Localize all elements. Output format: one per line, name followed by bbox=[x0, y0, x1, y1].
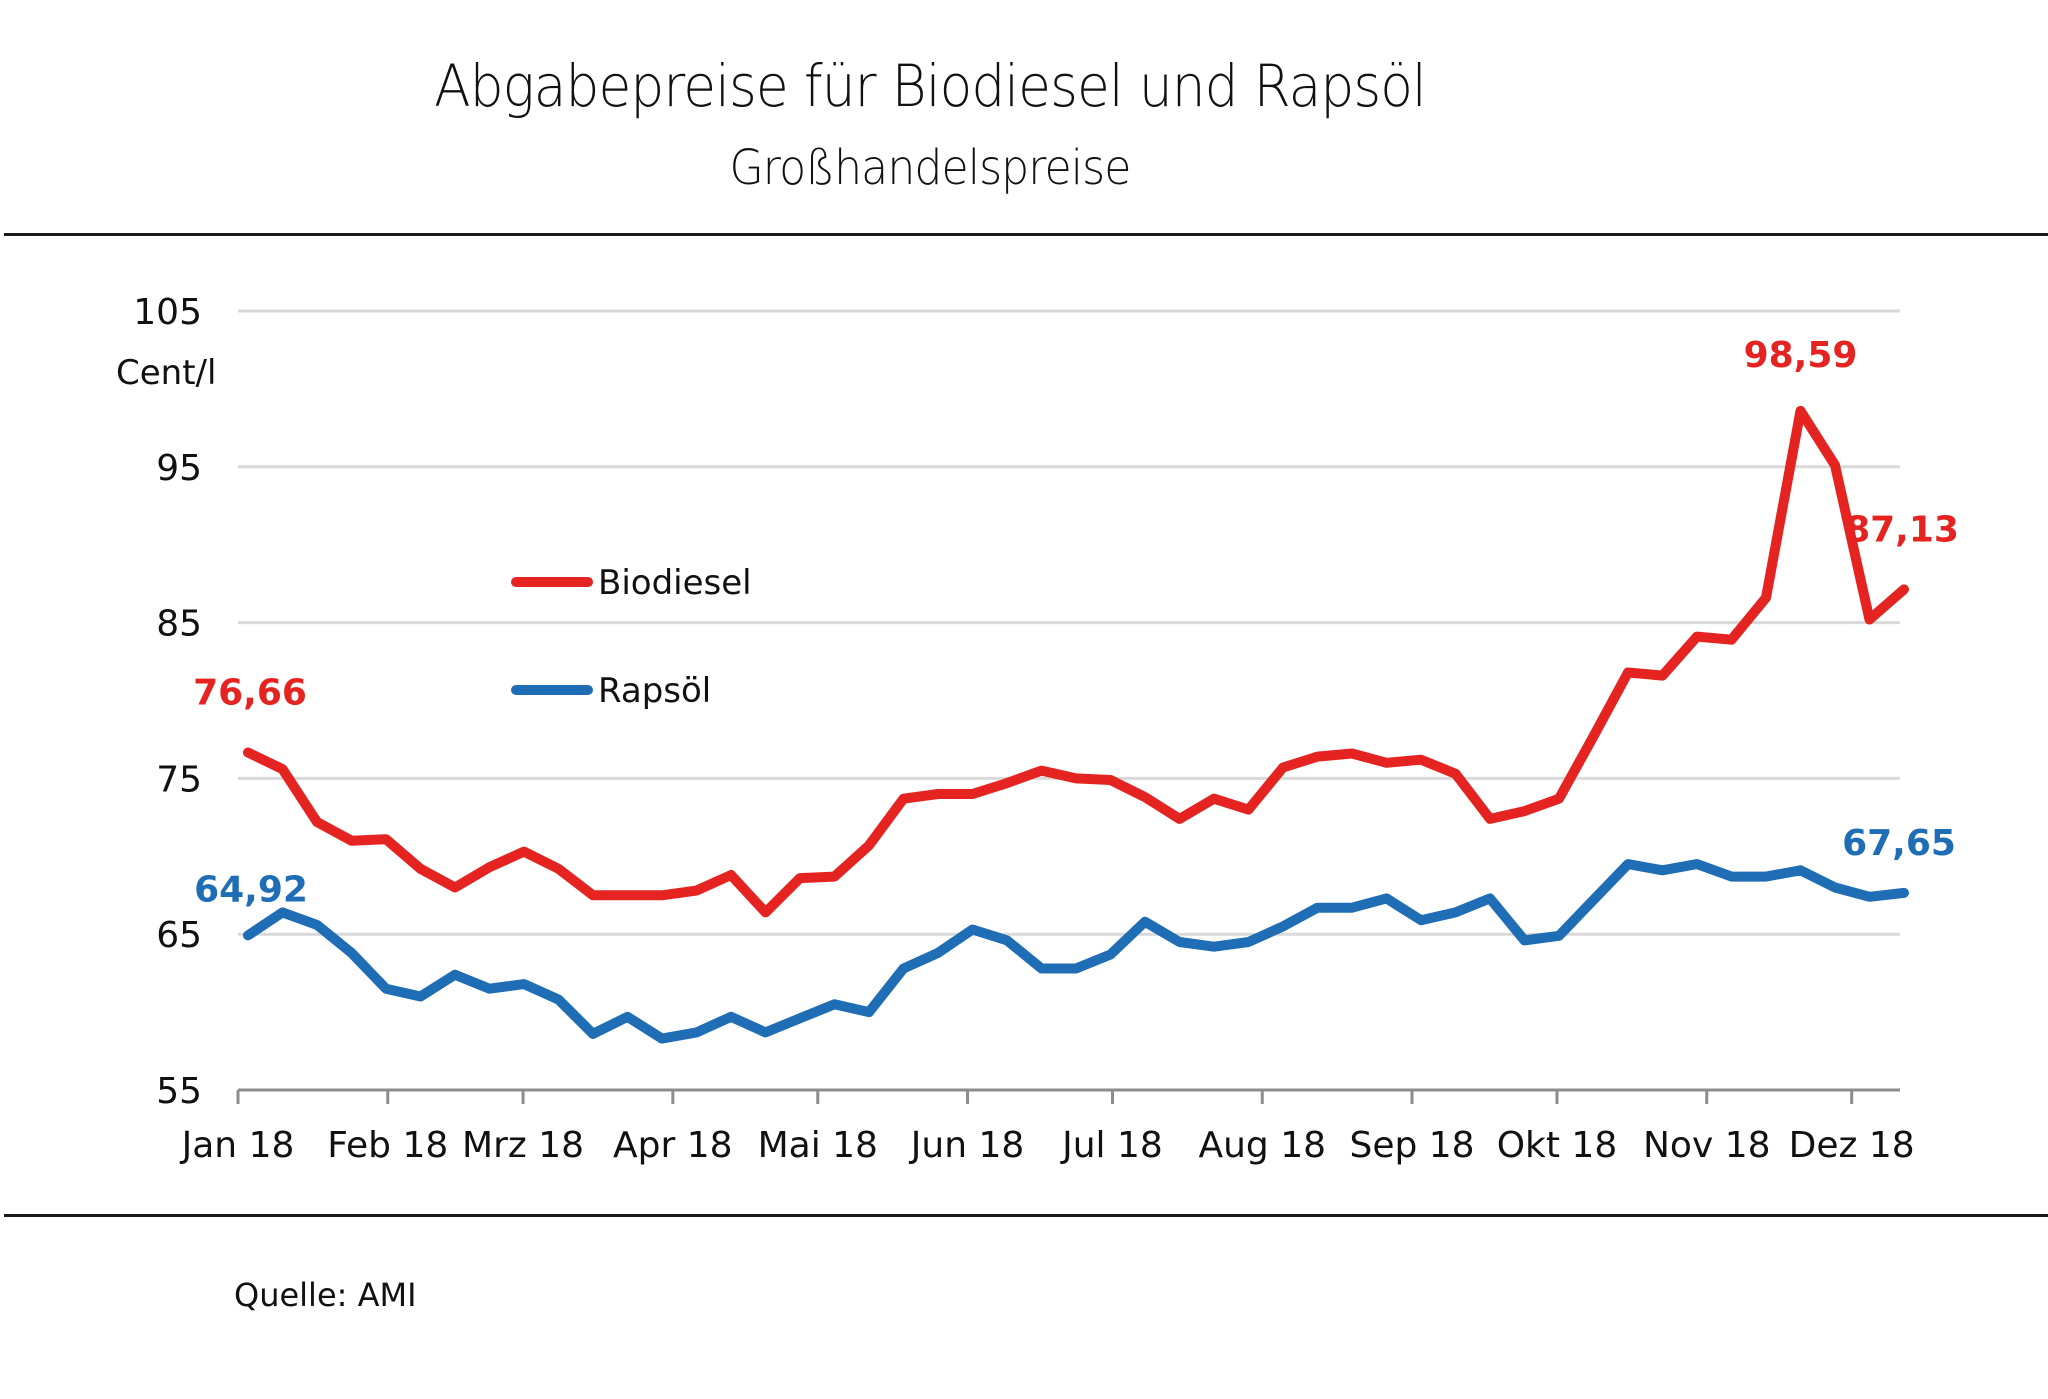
data-label-biodiesel: 98,59 bbox=[1744, 335, 1858, 376]
data-label-rapsoel: 67,65 bbox=[1842, 823, 1956, 864]
x-tick-label: Jan 18 bbox=[180, 1125, 295, 1166]
x-tick-label: Mai 18 bbox=[758, 1125, 878, 1166]
series-line-rapsoel bbox=[243, 859, 1909, 1044]
legend-label: Biodiesel bbox=[598, 563, 752, 603]
series-lines bbox=[243, 405, 1909, 1044]
x-tick-label: Dez 18 bbox=[1789, 1125, 1915, 1166]
gridlines bbox=[238, 309, 1900, 936]
y-tick-label: 75 bbox=[156, 759, 202, 800]
chart-title: Abgabepreise für Biodiesel und Rapsöl bbox=[434, 52, 1427, 120]
legend: Biodiesel Rapsöl bbox=[511, 563, 752, 711]
x-tick-label: Jun 18 bbox=[909, 1125, 1025, 1166]
series-line-biodiesel bbox=[243, 405, 1909, 918]
data-label-rapsoel: 64,92 bbox=[194, 869, 308, 910]
source-note: Quelle: AMI bbox=[234, 1276, 417, 1314]
x-tick-label: Feb 18 bbox=[327, 1125, 448, 1166]
y-axis-tick-labels: 55 65 75 85 95 105 bbox=[133, 292, 202, 1112]
legend-label: Rapsöl bbox=[598, 671, 711, 711]
x-tick-label: Nov 18 bbox=[1643, 1125, 1771, 1166]
x-tick-label: Mrz 18 bbox=[462, 1125, 584, 1166]
bottom-divider bbox=[4, 1214, 2048, 1217]
data-labels: 76,66 98,59 87,13 64,92 67,65 bbox=[193, 335, 1959, 911]
x-tick-label: Aug 18 bbox=[1198, 1125, 1326, 1166]
x-tick-label: Jul 18 bbox=[1060, 1125, 1163, 1166]
data-label-biodiesel: 87,13 bbox=[1845, 509, 1959, 550]
data-label-biodiesel: 76,66 bbox=[193, 673, 307, 714]
y-axis-unit-label: Cent/l bbox=[116, 353, 216, 393]
y-tick-label: 95 bbox=[156, 448, 202, 489]
top-divider bbox=[4, 233, 2048, 236]
y-tick-label: 65 bbox=[156, 915, 202, 956]
x-tick-label: Okt 18 bbox=[1497, 1125, 1618, 1166]
x-axis: Jan 18 Feb 18 Mrz 18 Apr 18 Mai 18 Jun 18 Jul … bbox=[180, 1088, 1915, 1166]
y-tick-label: 55 bbox=[156, 1071, 202, 1112]
x-tick-label: Sep 18 bbox=[1349, 1125, 1474, 1166]
x-tick-label: Apr 18 bbox=[613, 1125, 733, 1166]
y-tick-label: 85 bbox=[156, 604, 202, 645]
y-tick-label: 105 bbox=[133, 292, 202, 333]
chart-subtitle: Großhandelspreise bbox=[729, 140, 1131, 196]
